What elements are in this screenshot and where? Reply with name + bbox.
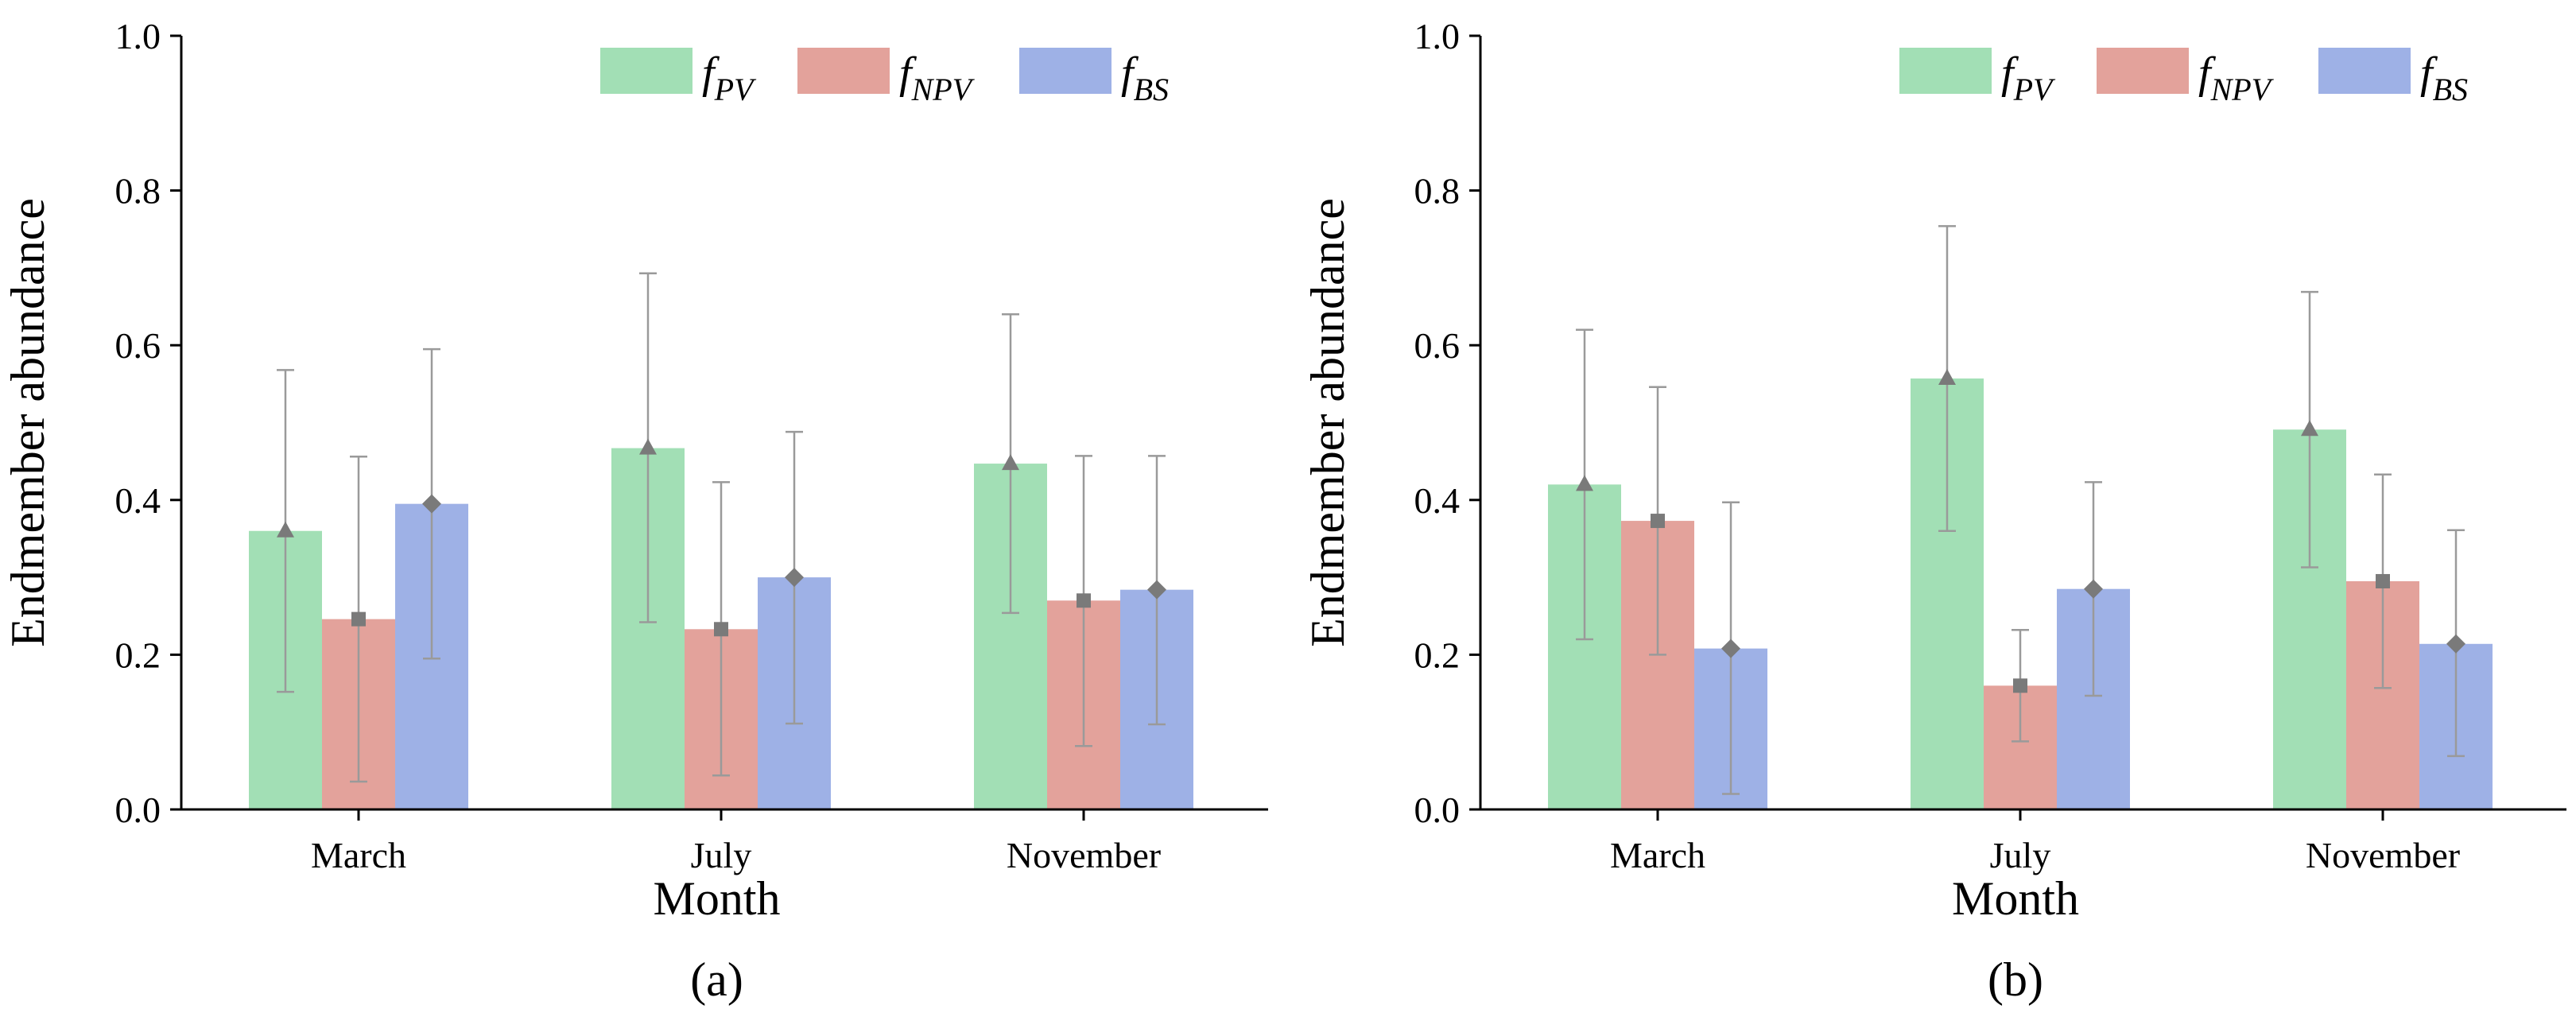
marker-pv-november [2301,420,2318,437]
panel-caption: (b) [1988,953,2043,1006]
marker-bs-november [2446,634,2465,654]
y-tick-label: 0.4 [115,480,161,521]
legend-swatch-npv [2097,48,2189,94]
marker-npv-march [1651,514,1665,529]
y-axis-title: Endmember abundance [1302,198,1354,647]
y-tick-label: 0.2 [115,635,161,675]
x-tick-label: July [691,835,752,875]
legend-swatch-bs [2318,48,2411,94]
marker-pv-july [1938,369,1956,386]
y-tick-label: 0.4 [1414,480,1461,521]
y-tick-label: 0.8 [1414,171,1461,212]
panel-caption: (a) [690,953,743,1006]
y-tick-label: 0.6 [115,325,161,366]
legend-swatch-npv [797,48,890,94]
marker-pv-july [639,438,657,455]
y-axis-title: Endmember abundance [2,198,54,647]
marker-npv-july [2013,678,2027,693]
marker-bs-july [785,568,804,588]
y-tick-label: 0.6 [1414,325,1461,366]
legend-label-bs: fBS [1121,49,1169,107]
x-axis-title: Month [1952,872,2079,925]
legend-swatch-pv [600,48,692,94]
panel-a: 0.0 0.2 0.4 0.6 0.8 1.0 March July November Month… [2,16,1268,1006]
legend-label-npv: fNPV [899,49,976,107]
y-tick-label: 0.8 [115,171,161,212]
x-axis-title: Month [653,872,780,925]
y-tick-label: 0.2 [1414,635,1461,675]
x-tick-label: March [311,835,406,875]
y-tick-label: 1.0 [115,16,161,56]
y-tick-label: 1.0 [1414,16,1461,56]
x-tick-label: March [1610,835,1705,875]
marker-pv-march [1576,475,1593,491]
x-tick-label: November [1007,835,1161,875]
marker-npv-november [1077,593,1091,608]
panel-b: 0.0 0.2 0.4 0.6 0.8 1.0 March July November Month… [1302,16,2566,1006]
legend-label-pv: fPV [702,49,757,107]
y-tick-label: 0.0 [115,790,161,830]
marker-pv-march [277,521,294,538]
marker-bs-march [422,494,441,514]
legend-label-npv: fNPV [2198,49,2275,107]
marker-npv-november [2376,573,2390,588]
marker-npv-july [714,622,728,637]
marker-bs-november [1147,580,1166,600]
legend-label-bs: fBS [2420,49,2468,107]
legend-label-pv: fPV [2001,49,2056,107]
marker-npv-march [351,611,366,627]
x-tick-label: July [1990,835,2051,875]
marker-bs-march [1721,638,1740,658]
y-tick-label: 0.0 [1414,790,1461,830]
marker-pv-november [1002,454,1019,471]
x-tick-label: November [2306,835,2460,875]
marker-bs-july [2084,579,2103,599]
legend-swatch-pv [1899,48,1992,94]
legend-swatch-bs [1019,48,1111,94]
